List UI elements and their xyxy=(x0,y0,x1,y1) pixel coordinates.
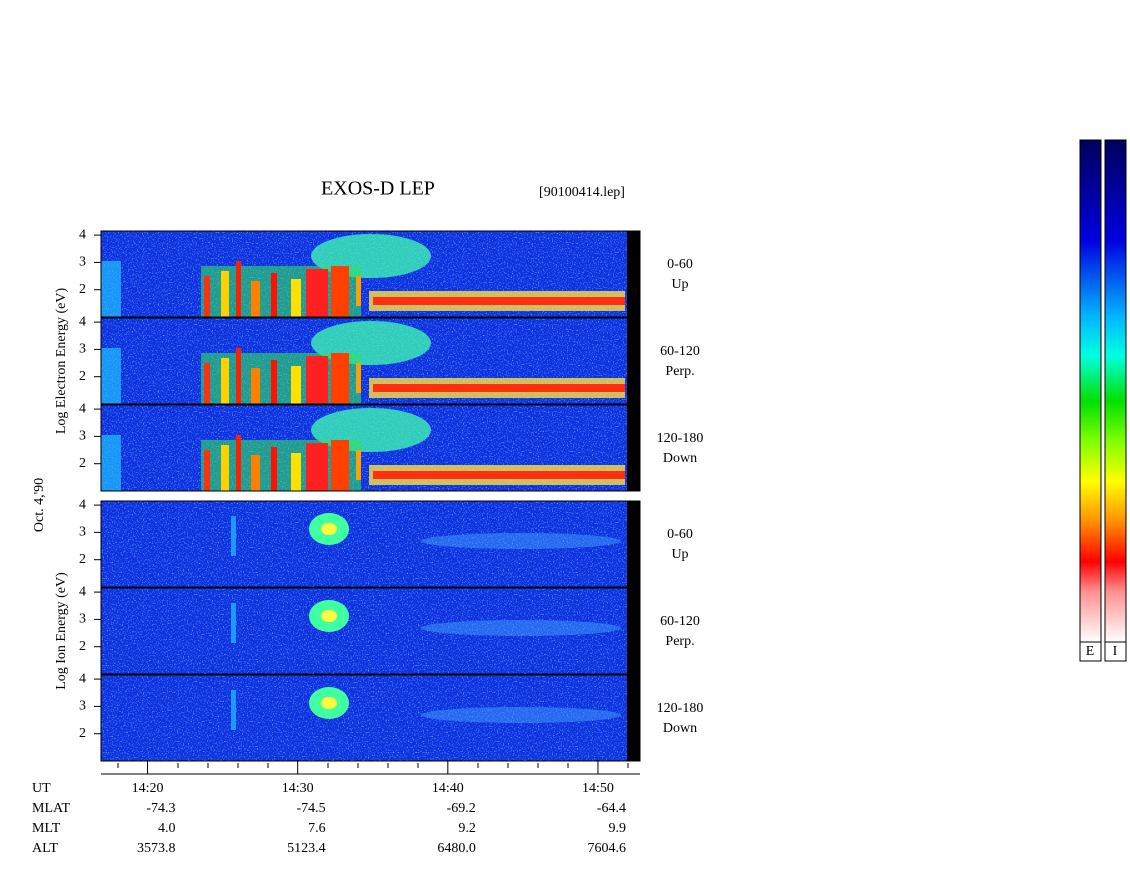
panel-label: 0-60 xyxy=(667,257,693,272)
y-tick-label: 3 xyxy=(79,525,86,540)
data-gap xyxy=(627,675,640,761)
panel-label: 60-120 xyxy=(660,344,700,359)
y-tick-label: 2 xyxy=(79,726,86,741)
colorbar xyxy=(1104,139,1127,643)
row-value: -74.3 xyxy=(146,801,175,816)
row-value: 14:50 xyxy=(582,781,614,796)
y-tick-label: 4 xyxy=(79,497,86,512)
spectrogram-panel xyxy=(101,231,627,317)
panel-label: 120-180 xyxy=(657,431,704,446)
row-value: -74.5 xyxy=(297,801,326,816)
panel-sublabel: Perp. xyxy=(665,634,694,649)
y-tick-label: 4 xyxy=(79,227,86,242)
y-tick-label: 2 xyxy=(79,456,86,471)
y-tick-label: 2 xyxy=(79,282,86,297)
row-value: 14:20 xyxy=(132,781,164,796)
panel-frame xyxy=(100,317,641,405)
row-value: 14:30 xyxy=(282,781,314,796)
colorbar xyxy=(1079,139,1102,643)
panel-label: 120-180 xyxy=(657,701,704,716)
data-gap xyxy=(627,318,640,404)
y-tick-label: 4 xyxy=(79,314,86,329)
y-tick-label: 2 xyxy=(79,552,86,567)
colorbar-label-box xyxy=(1104,641,1127,662)
y-axis-label: Log Ion Energy (eV) xyxy=(54,572,69,690)
row-label: UT xyxy=(32,781,51,796)
row-value: 9.9 xyxy=(608,821,626,836)
row-value: 6480.0 xyxy=(437,841,476,856)
row-label: MLAT xyxy=(32,801,71,816)
file-name: [90100414.lep] xyxy=(539,185,625,200)
y-tick-label: 3 xyxy=(79,255,86,270)
spectrogram-panel xyxy=(101,405,627,491)
y-tick-label: 3 xyxy=(79,342,86,357)
panel-frame xyxy=(100,674,641,762)
row-label: MLT xyxy=(32,821,61,836)
title: EXOS-D LEP xyxy=(321,178,435,200)
panel-label: 60-120 xyxy=(660,614,700,629)
spectrogram-panel xyxy=(101,588,627,674)
panel-frame xyxy=(100,587,641,675)
y-tick-label: 3 xyxy=(79,699,86,714)
panel-sublabel: Up xyxy=(671,547,688,562)
panel-frame xyxy=(100,230,641,318)
panel-frame xyxy=(100,500,641,588)
panel-frame xyxy=(100,404,641,492)
row-value: 7.6 xyxy=(308,821,326,836)
panel-sublabel: Up xyxy=(671,277,688,292)
row-label: ALT xyxy=(32,841,58,856)
data-gap xyxy=(627,588,640,674)
row-value: -69.2 xyxy=(447,801,476,816)
y-tick-label: 4 xyxy=(79,584,86,599)
spectrogram-panel xyxy=(101,501,627,587)
row-value: 9.2 xyxy=(458,821,476,836)
spectrogram-panel xyxy=(101,675,627,761)
panel-sublabel: Perp. xyxy=(665,364,694,379)
y-tick-label: 2 xyxy=(79,639,86,654)
y-tick-label: 4 xyxy=(79,671,86,686)
colorbar-label: I xyxy=(1113,644,1118,659)
colorbar-label-box xyxy=(1079,641,1102,662)
row-value: -64.4 xyxy=(597,801,626,816)
y-tick-label: 4 xyxy=(79,401,86,416)
y-tick-label: 2 xyxy=(79,369,86,384)
panel-sublabel: Down xyxy=(663,451,697,466)
y-axis-label: Log Electron Energy (eV) xyxy=(54,288,69,435)
row-value: 14:40 xyxy=(432,781,464,796)
data-gap xyxy=(627,405,640,491)
colorbar-label: E xyxy=(1086,644,1095,659)
row-value: 7604.6 xyxy=(587,841,626,856)
date-label: Oct. 4,'90 xyxy=(32,478,47,532)
panel-label: 0-60 xyxy=(667,527,693,542)
data-gap xyxy=(627,231,640,317)
minor-ticks xyxy=(117,763,629,768)
row-value: 5123.4 xyxy=(287,841,326,856)
row-value: 3573.8 xyxy=(137,841,176,856)
y-tick-label: 3 xyxy=(79,429,86,444)
panel-sublabel: Down xyxy=(663,721,697,736)
spectrogram-panel xyxy=(101,318,627,404)
data-gap xyxy=(627,501,640,587)
y-tick-label: 3 xyxy=(79,612,86,627)
row-value: 4.0 xyxy=(158,821,176,836)
